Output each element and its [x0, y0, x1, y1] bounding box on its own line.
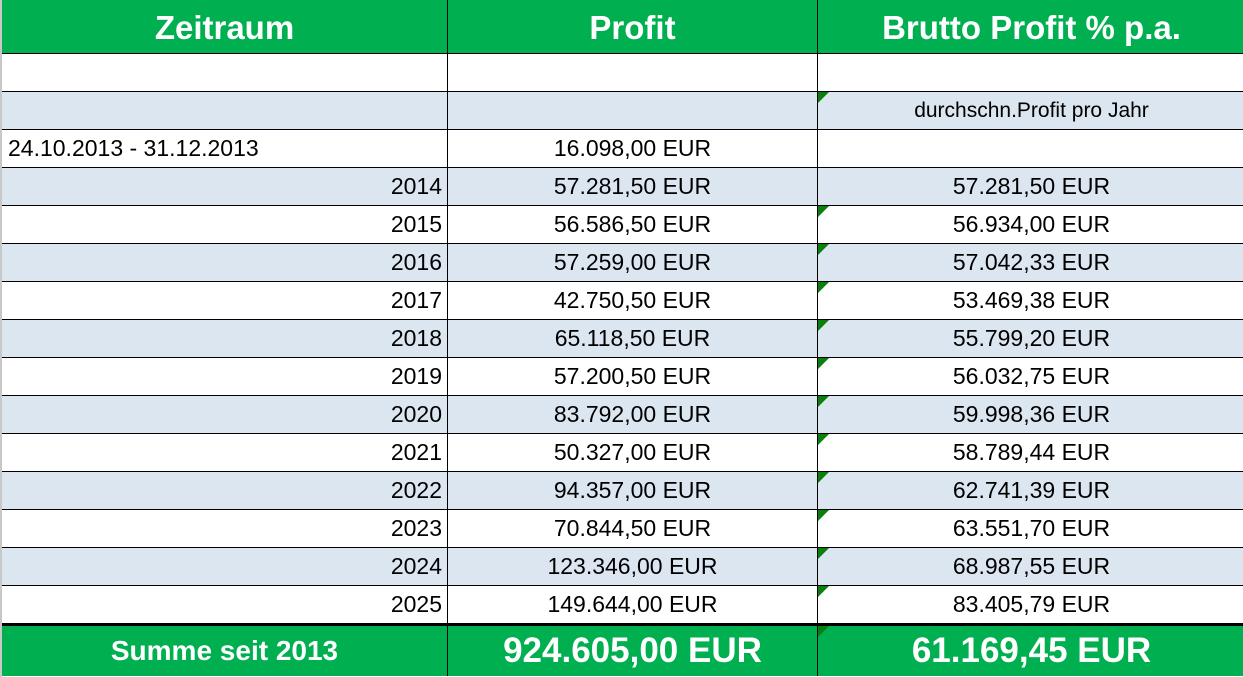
error-indicator-icon: [818, 626, 829, 637]
cell-profit[interactable]: 94.357,00 EUR: [448, 472, 818, 509]
header-row: Zeitraum Profit Brutto Profit % p.a.: [2, 0, 1243, 54]
error-indicator-icon: [818, 320, 829, 331]
cell-period[interactable]: 2020: [2, 396, 448, 433]
cell-period[interactable]: 2016: [2, 244, 448, 281]
table-row: 2022 94.357,00 EUR 62.741,39 EUR: [2, 472, 1243, 510]
cell-empty[interactable]: [448, 92, 818, 129]
error-indicator-icon: [818, 510, 829, 521]
cell-profit[interactable]: 123.346,00 EUR: [448, 548, 818, 585]
error-indicator-icon: [818, 396, 829, 407]
table-row: 2019 57.200,50 EUR 56.032,75 EUR: [2, 358, 1243, 396]
cell-profit[interactable]: 65.118,50 EUR: [448, 320, 818, 357]
cell-period[interactable]: 2024: [2, 548, 448, 585]
header-brutto-profit[interactable]: Brutto Profit % p.a.: [882, 8, 1181, 46]
error-indicator-icon: [818, 282, 829, 293]
cell-period[interactable]: 2014: [2, 168, 448, 205]
error-indicator-icon: [818, 92, 829, 103]
cell-avg[interactable]: 62.741,39 EUR: [818, 472, 1243, 509]
total-label[interactable]: Summe seit 2013: [2, 626, 448, 676]
table-row: 24.10.2013 - 31.12.2013 16.098,00 EUR: [2, 130, 1243, 168]
cell-note[interactable]: durchschn.Profit pro Jahr: [818, 92, 1243, 129]
error-indicator-icon: [818, 244, 829, 255]
header-profit[interactable]: Profit: [448, 0, 818, 53]
cell-period[interactable]: 2023: [2, 510, 448, 547]
cell-avg[interactable]: 57.042,33 EUR: [818, 244, 1243, 281]
cell-profit[interactable]: 42.750,50 EUR: [448, 282, 818, 319]
error-indicator-icon: [818, 586, 829, 597]
table-row: 2023 70.844,50 EUR 63.551,70 EUR: [2, 510, 1243, 548]
cell-avg[interactable]: [818, 130, 1243, 167]
cell-profit[interactable]: 16.098,00 EUR: [448, 130, 818, 167]
total-row: Summe seit 2013 924.605,00 EUR 61.169,45…: [2, 624, 1243, 676]
table-row: 2025 149.644,00 EUR 83.405,79 EUR: [2, 586, 1243, 624]
error-indicator-icon: [818, 472, 829, 483]
cell-avg[interactable]: 59.998,36 EUR: [818, 396, 1243, 433]
cell-avg[interactable]: 63.551,70 EUR: [818, 510, 1243, 547]
table-row: 2017 42.750,50 EUR 53.469,38 EUR: [2, 282, 1243, 320]
cell-period[interactable]: 2015: [2, 206, 448, 243]
cell-profit[interactable]: 50.327,00 EUR: [448, 434, 818, 471]
table-row: 2015 56.586,50 EUR 56.934,00 EUR: [2, 206, 1243, 244]
cell-empty[interactable]: [2, 54, 448, 91]
cell-avg[interactable]: 53.469,38 EUR: [818, 282, 1243, 319]
table-row: 2016 57.259,00 EUR 57.042,33 EUR: [2, 244, 1243, 282]
table-row: 2018 65.118,50 EUR 55.799,20 EUR: [2, 320, 1243, 358]
cell-profit[interactable]: 83.792,00 EUR: [448, 396, 818, 433]
error-indicator-icon: [818, 358, 829, 369]
cell-empty[interactable]: [818, 54, 1243, 91]
cell-profit[interactable]: 57.259,00 EUR: [448, 244, 818, 281]
cell-period[interactable]: 2017: [2, 282, 448, 319]
table-row: 2024 123.346,00 EUR 68.987,55 EUR: [2, 548, 1243, 586]
total-profit[interactable]: 924.605,00 EUR: [448, 626, 818, 676]
cell-profit[interactable]: 149.644,00 EUR: [448, 586, 818, 623]
cell-profit[interactable]: 56.586,50 EUR: [448, 206, 818, 243]
cell-period[interactable]: 2019: [2, 358, 448, 395]
cell-avg[interactable]: 57.281,50 EUR: [952, 173, 1111, 199]
cell-period[interactable]: 2018: [2, 320, 448, 357]
error-indicator-icon: [818, 434, 829, 445]
cell-period[interactable]: 2021: [2, 434, 448, 471]
cell-avg[interactable]: 83.405,79 EUR: [818, 586, 1243, 623]
cell-period[interactable]: 2025: [2, 586, 448, 623]
cell-empty[interactable]: [2, 92, 448, 129]
cell-period[interactable]: 24.10.2013 - 31.12.2013: [2, 130, 448, 167]
cell-avg[interactable]: 68.987,55 EUR: [818, 548, 1243, 585]
cell-empty[interactable]: [448, 54, 818, 91]
empty-row: [2, 54, 1243, 92]
cell-avg[interactable]: 56.032,75 EUR: [818, 358, 1243, 395]
cell-avg[interactable]: 55.799,20 EUR: [818, 320, 1243, 357]
table-row: 2020 83.792,00 EUR 59.998,36 EUR: [2, 396, 1243, 434]
table-row: 2021 50.327,00 EUR 58.789,44 EUR: [2, 434, 1243, 472]
error-indicator-icon: [818, 548, 829, 559]
cell-profit[interactable]: 70.844,50 EUR: [448, 510, 818, 547]
table-row: 2014 57.281,50 EUR 57.281,50 EUR: [2, 168, 1243, 206]
note-row: durchschn.Profit pro Jahr: [2, 92, 1243, 130]
cell-profit[interactable]: 57.281,50 EUR: [448, 168, 818, 205]
cell-avg[interactable]: 58.789,44 EUR: [818, 434, 1243, 471]
cell-profit[interactable]: 57.200,50 EUR: [448, 358, 818, 395]
cell-period[interactable]: 2022: [2, 472, 448, 509]
total-avg[interactable]: 61.169,45 EUR: [818, 626, 1243, 676]
cell-avg[interactable]: 56.934,00 EUR: [818, 206, 1243, 243]
header-zeitraum[interactable]: Zeitraum: [2, 0, 448, 53]
error-indicator-icon: [818, 206, 829, 217]
